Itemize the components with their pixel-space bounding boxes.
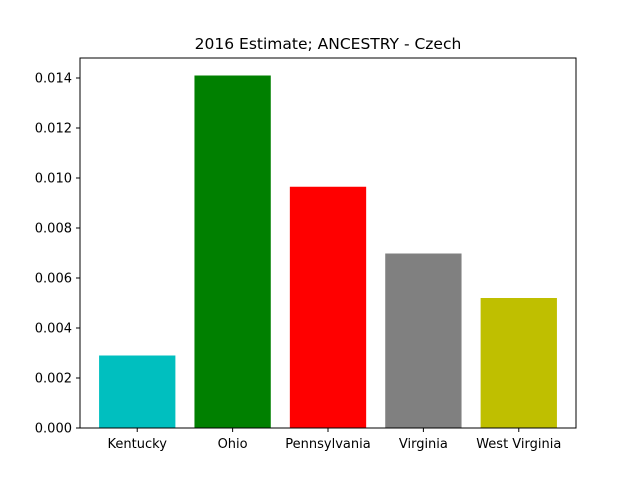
bar-ohio: [194, 75, 271, 428]
x-tick-label: Virginia: [399, 437, 448, 452]
y-tick-label: 0.000: [35, 422, 72, 437]
y-axis: 0.000 0.002 0.004 0.006 0.008 0.010 0.012 0.014: [35, 72, 80, 437]
bar-west-virginia: [480, 298, 557, 428]
bar-pennsylvania: [289, 186, 367, 428]
x-tick-label: Ohio: [218, 437, 248, 452]
y-tick-label: 0.004: [35, 322, 72, 337]
x-tick-label: Kentucky: [108, 437, 168, 452]
y-tick-label: 0.006: [35, 272, 72, 287]
y-tick-label: 0.014: [35, 72, 72, 87]
plot-frame: [79, 57, 577, 429]
bars: [99, 75, 557, 428]
x-tick-label: Pennsylvania: [285, 437, 370, 452]
y-tick-label: 0.008: [35, 222, 72, 237]
bar-virginia: [385, 253, 462, 428]
x-tick-label: West Virginia: [476, 437, 561, 452]
x-axis: Kentucky Ohio Pennsylvania Virginia West…: [108, 428, 561, 452]
chart-title: 2016 Estimate; ANCESTRY - Czech: [195, 35, 462, 53]
y-tick-label: 0.010: [35, 172, 72, 187]
y-tick-label: 0.002: [35, 372, 72, 387]
y-tick-label: 0.012: [35, 122, 72, 137]
bar-kentucky: [99, 355, 176, 428]
